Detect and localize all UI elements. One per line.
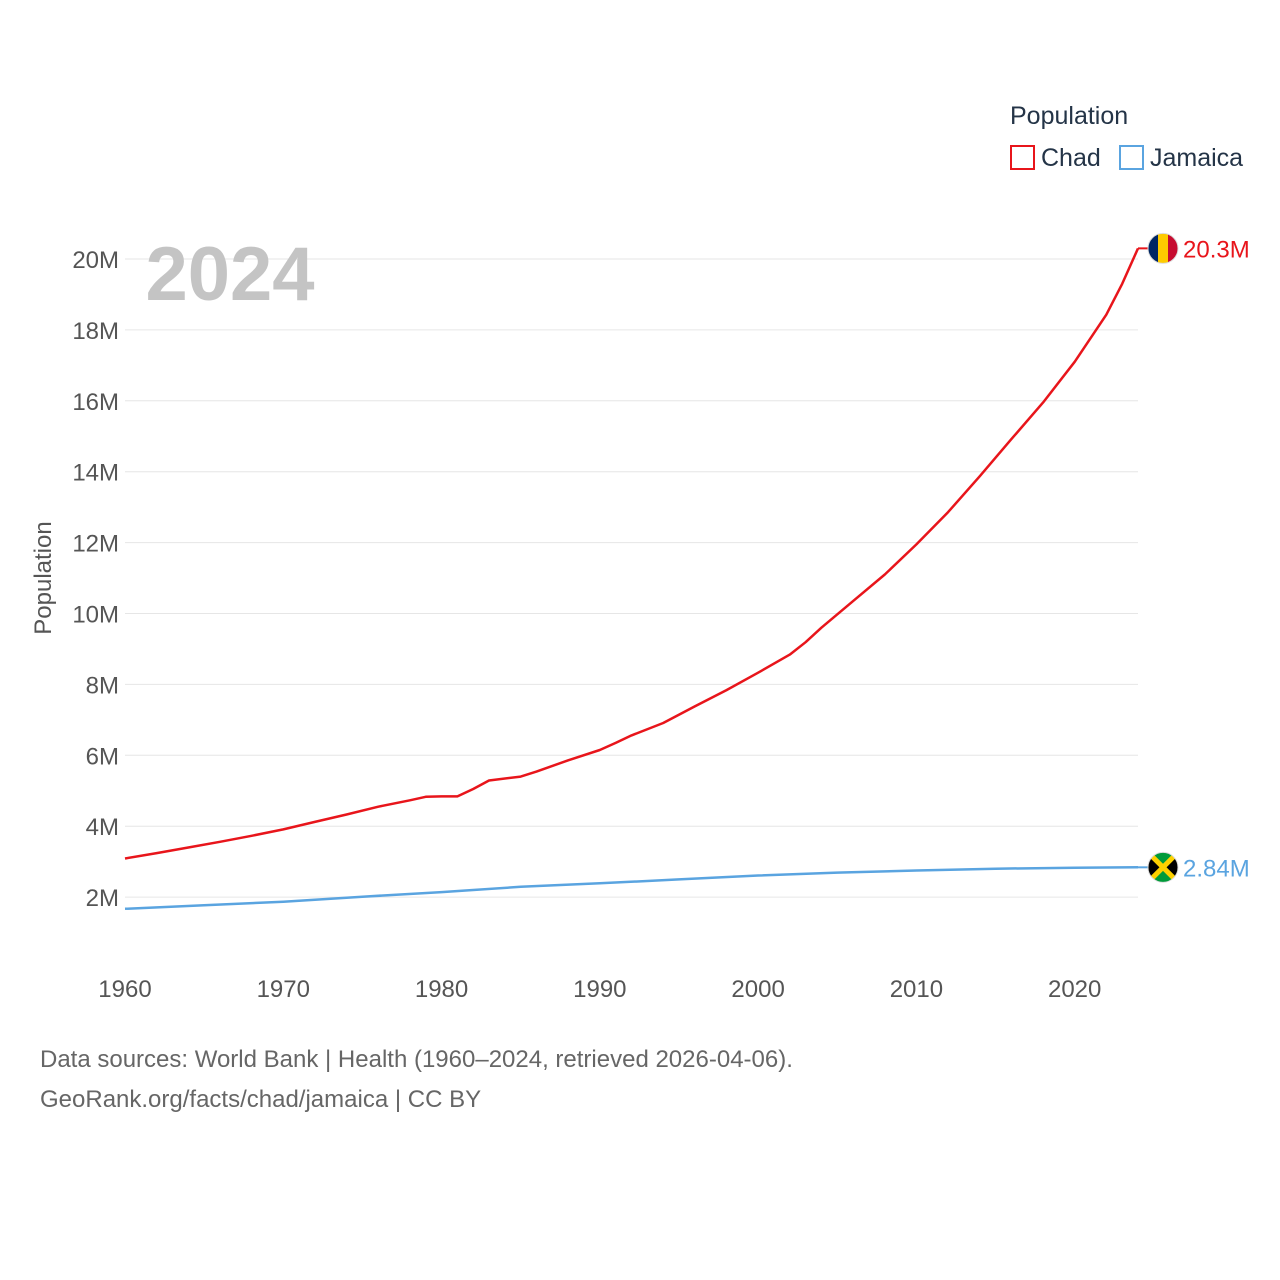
y-axis-ticks: 2M 4M 6M 8M 10M 12M 14M 16M 18M 20M	[72, 247, 119, 912]
y-tick-label: 10M	[72, 602, 119, 629]
legend-swatch-jamaica	[1119, 145, 1144, 170]
current-year-label: 2024	[145, 232, 314, 317]
grid-lines	[125, 258, 1138, 898]
legend-label-jamaica: Jamaica	[1150, 144, 1243, 172]
y-tick-label: 2M	[86, 885, 119, 912]
y-tick-label: 16M	[72, 389, 119, 416]
data-sources-text: Data sources: World Bank | Health (1960–…	[40, 1046, 793, 1073]
x-tick-label: 1980	[415, 976, 468, 1003]
jamaica-flag-icon	[1147, 851, 1179, 883]
footer: Data sources: World Bank | Health (1960–…	[40, 1040, 793, 1120]
credit-link[interactable]: GeoRank.org/facts/chad/jamaica | CC BY	[40, 1086, 482, 1113]
legend-item-chad[interactable]: Chad	[1010, 144, 1101, 172]
series-line-jamaica	[124, 866, 1139, 911]
y-tick-label: 12M	[72, 531, 119, 558]
chad-flag-icon	[1147, 232, 1179, 264]
legend-label-chad: Chad	[1041, 144, 1101, 172]
series-line-chad	[124, 247, 1140, 860]
y-tick-label: 20M	[72, 247, 119, 274]
x-tick-label: 1970	[257, 976, 310, 1003]
legend-title: Population	[1010, 102, 1128, 130]
y-tick-label: 8M	[86, 672, 119, 699]
y-axis-title: Population	[30, 521, 57, 634]
y-tick-label: 6M	[86, 743, 119, 770]
x-tick-label: 1960	[98, 976, 151, 1003]
series-lines	[124, 247, 1140, 911]
end-labels: 20.3M 2.84M	[1138, 232, 1250, 883]
end-value-label-jamaica: 2.84M	[1183, 855, 1250, 882]
y-tick-label: 4M	[86, 814, 119, 841]
x-tick-label: 2010	[890, 976, 943, 1003]
y-tick-label: 14M	[72, 460, 119, 487]
y-tick-label: 18M	[72, 318, 119, 345]
legend-swatch-chad	[1010, 145, 1035, 170]
legend-item-jamaica[interactable]: Jamaica	[1119, 144, 1243, 172]
x-axis-ticks: 1960 1970 1980 1990 2000 2010 2020	[98, 976, 1101, 1003]
x-tick-label: 2020	[1048, 976, 1101, 1003]
end-value-label-chad: 20.3M	[1183, 236, 1250, 263]
legend: Population Chad Jamaica	[1010, 102, 1243, 172]
x-tick-label: 1990	[573, 976, 626, 1003]
x-tick-label: 2000	[731, 976, 784, 1003]
